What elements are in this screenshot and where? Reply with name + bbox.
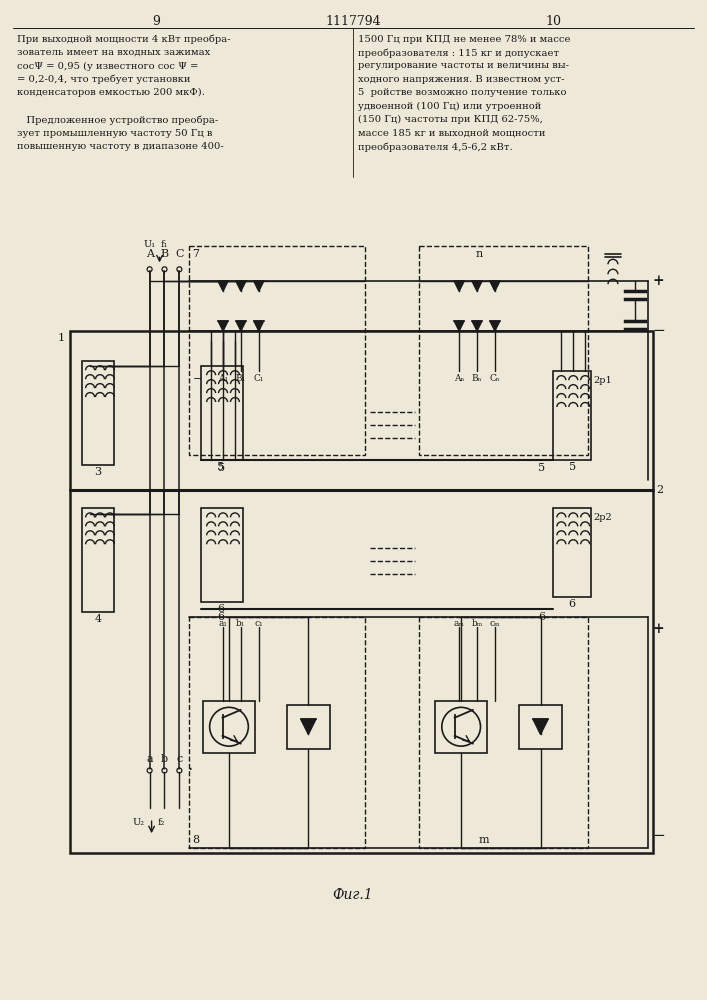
Bar <box>82 361 114 465</box>
Bar <box>201 508 243 602</box>
Text: +: + <box>653 274 665 288</box>
Text: 2p2: 2p2 <box>593 513 612 522</box>
Text: 10: 10 <box>545 15 561 28</box>
Bar <box>189 246 365 455</box>
Text: A₁: A₁ <box>218 374 228 383</box>
Polygon shape <box>254 321 264 331</box>
Text: сосΨ = 0,95 (у известного сос Ψ =: сосΨ = 0,95 (у известного сос Ψ = <box>17 61 198 71</box>
Text: массе 185 кг и выходной мощности: массе 185 кг и выходной мощности <box>358 129 546 138</box>
Text: −: − <box>193 374 203 384</box>
Text: При выходной мощности 4 кВт преобра-: При выходной мощности 4 кВт преобра- <box>17 35 230 44</box>
Text: ходного напряжения. В известном уст-: ходного напряжения. В известном уст- <box>358 75 565 84</box>
Bar <box>201 366 243 460</box>
Text: зователь имеет на входных зажимах: зователь имеет на входных зажимах <box>17 48 210 57</box>
Text: aₘ: aₘ <box>454 619 464 628</box>
Text: 2p1: 2p1 <box>593 376 612 385</box>
Text: 5: 5 <box>217 462 224 472</box>
Text: конденсаторов емкостью 200 мкФ).: конденсаторов емкостью 200 мкФ). <box>17 88 204 97</box>
Bar <box>554 371 591 460</box>
Bar <box>436 701 487 753</box>
Text: n: n <box>475 249 483 259</box>
Text: f₁: f₁ <box>160 240 168 249</box>
Polygon shape <box>472 321 482 331</box>
Text: a₁: a₁ <box>218 619 228 628</box>
Text: ·: · <box>187 761 192 779</box>
Bar <box>286 705 330 749</box>
Text: зует промышленную частоту 50 Гц в: зует промышленную частоту 50 Гц в <box>17 129 212 138</box>
Text: 9: 9 <box>153 15 160 28</box>
Text: C₁: C₁ <box>254 374 264 383</box>
Text: −: − <box>653 829 665 843</box>
Text: повышенную частоту в диапазоне 400-: повышенную частоту в диапазоне 400- <box>17 142 223 151</box>
Text: U₁: U₁ <box>144 240 156 249</box>
Polygon shape <box>533 719 548 734</box>
Text: 6: 6 <box>217 612 224 622</box>
Bar <box>82 508 114 612</box>
Text: Предложенное устройство преобра-: Предложенное устройство преобра- <box>17 115 218 125</box>
Text: U₂: U₂ <box>133 818 145 827</box>
Text: (150 Гц) частоты при КПД 62-75%,: (150 Гц) частоты при КПД 62-75%, <box>358 115 543 124</box>
Text: 4: 4 <box>95 614 102 624</box>
Polygon shape <box>236 321 246 331</box>
Text: 6: 6 <box>217 604 224 614</box>
Polygon shape <box>254 281 264 291</box>
Text: b: b <box>161 754 168 764</box>
Text: 6: 6 <box>538 612 546 622</box>
Polygon shape <box>218 321 228 331</box>
Text: 5: 5 <box>538 463 546 473</box>
Text: 5: 5 <box>568 462 575 472</box>
Text: 3: 3 <box>95 467 102 477</box>
Text: +: + <box>653 622 665 636</box>
Bar <box>203 701 255 753</box>
Text: 6: 6 <box>568 599 575 609</box>
Bar <box>419 617 588 848</box>
Text: 1500 Гц при КПД не менее 78% и массе: 1500 Гц при КПД не менее 78% и массе <box>358 35 571 44</box>
Text: 2: 2 <box>657 485 664 495</box>
Bar <box>519 705 562 749</box>
Text: bₘ: bₘ <box>472 619 483 628</box>
Text: C: C <box>175 249 184 259</box>
Text: B: B <box>160 249 168 259</box>
Text: 1: 1 <box>57 333 64 343</box>
Text: f₂: f₂ <box>158 818 165 827</box>
Text: Cₙ: Cₙ <box>489 374 500 383</box>
Polygon shape <box>300 719 316 734</box>
Text: удвоенной (100 Гц) или утроенной: удвоенной (100 Гц) или утроенной <box>358 102 542 111</box>
Text: b₁: b₁ <box>236 619 245 628</box>
Text: Фиг.1: Фиг.1 <box>333 888 373 902</box>
Text: c₁: c₁ <box>255 619 263 628</box>
Text: 5: 5 <box>218 463 226 473</box>
Bar <box>554 508 591 597</box>
Text: 8: 8 <box>192 835 199 845</box>
Text: 1117794: 1117794 <box>325 15 381 28</box>
Polygon shape <box>472 281 482 291</box>
Text: A: A <box>146 249 153 259</box>
Text: Aₙ: Aₙ <box>454 374 464 383</box>
Text: B₁: B₁ <box>236 374 246 383</box>
Text: Bₙ: Bₙ <box>472 374 482 383</box>
Polygon shape <box>454 281 464 291</box>
Polygon shape <box>490 321 500 331</box>
Bar <box>70 331 653 853</box>
Polygon shape <box>490 281 500 291</box>
Text: преобразователя : 115 кг и допускает: преобразователя : 115 кг и допускает <box>358 48 559 58</box>
Bar <box>189 617 365 848</box>
Text: c: c <box>176 754 182 764</box>
Text: регулирование частоты и величины вы-: регулирование частоты и величины вы- <box>358 61 569 70</box>
Polygon shape <box>454 321 464 331</box>
Polygon shape <box>218 281 228 291</box>
Text: cₘ: cₘ <box>489 619 500 628</box>
Text: m: m <box>479 835 489 845</box>
Text: a: a <box>146 754 153 764</box>
Polygon shape <box>236 281 246 291</box>
Text: преобразователя 4,5-6,2 кВт.: преобразователя 4,5-6,2 кВт. <box>358 142 513 151</box>
Text: 5  ройстве возможно получение только: 5 ройстве возможно получение только <box>358 88 566 97</box>
Text: −: − <box>653 324 665 338</box>
Text: 7: 7 <box>192 249 199 259</box>
Text: = 0,2-0,4, что требует установки: = 0,2-0,4, что требует установки <box>17 75 190 84</box>
Bar <box>419 246 588 455</box>
